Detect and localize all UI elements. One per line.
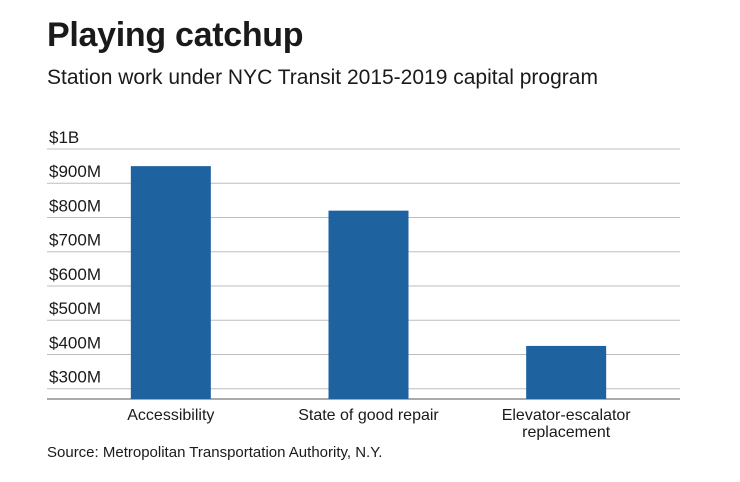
chart-subtitle: Station work under NYC Transit 2015-2019… xyxy=(47,66,598,89)
y-tick-label: $900M xyxy=(49,162,101,181)
y-tick-label: $300M xyxy=(49,368,101,387)
y-tick-label: $400M xyxy=(49,333,101,352)
y-tick-label: $800M xyxy=(49,196,101,215)
x-tick-label: Elevator-escalator xyxy=(502,407,632,424)
bar xyxy=(130,166,211,399)
y-tick-label: $700M xyxy=(49,231,101,250)
bar xyxy=(328,210,409,399)
chart-title: Playing catchup xyxy=(47,16,304,54)
y-tick-label: $500M xyxy=(49,299,101,318)
x-tick-label: Accessibility xyxy=(127,407,214,424)
bar-chart: $300M $400M $500M $600M $700M $800M $900M $1B Ac… xyxy=(47,128,680,440)
y-tick-label: $1B xyxy=(49,128,79,147)
source-note: Source: Metropolitan Transportation Auth… xyxy=(47,444,383,461)
y-tick-label: $600M xyxy=(49,265,101,284)
x-tick-label: State of good repair xyxy=(298,407,439,424)
bar xyxy=(526,345,607,399)
x-tick-label: replacement xyxy=(522,424,611,440)
